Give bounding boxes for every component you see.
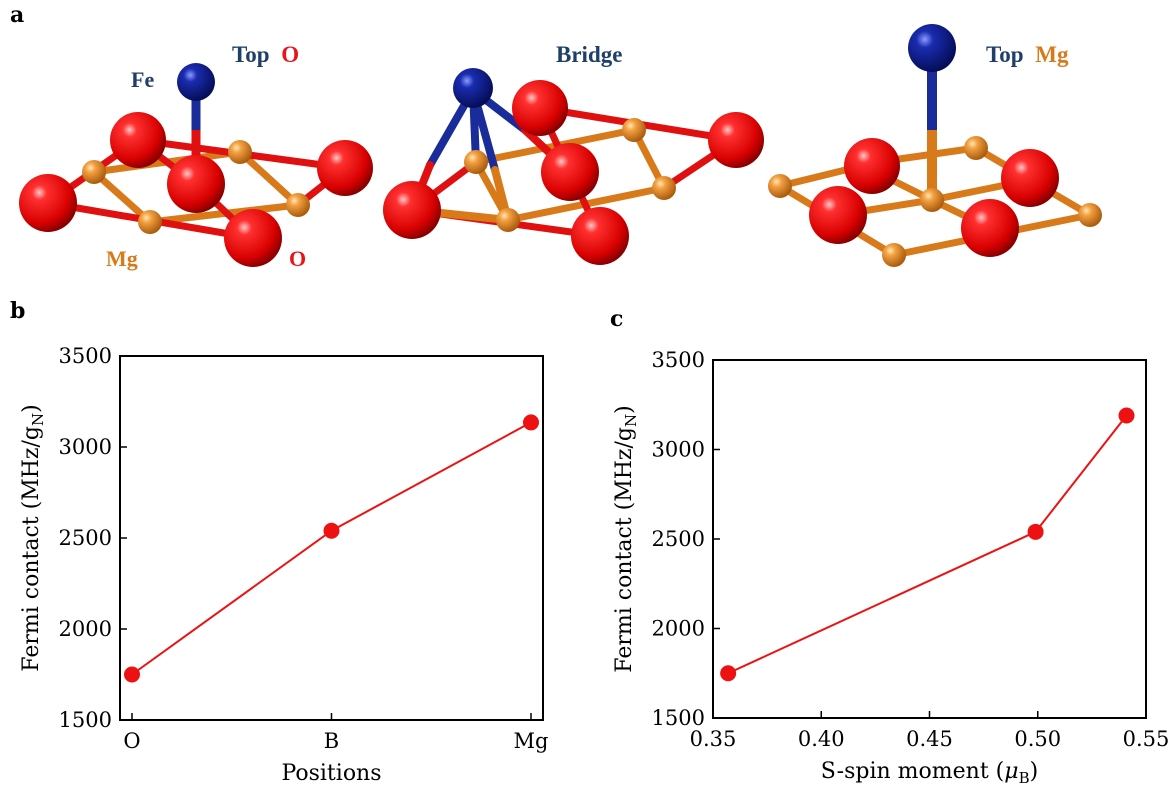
structures-figure: Top O Fe Mg O (19, 24, 1102, 271)
top-o-title-prefix: Top (232, 42, 270, 67)
x-tick-label: Mg (514, 729, 549, 753)
panel-letter-a: a (10, 2, 25, 28)
top-mg-title-prefix: Top (986, 42, 1024, 67)
x-tick-label: 0.35 (690, 727, 737, 751)
top-mg-title-suffix: Mg (1035, 42, 1069, 67)
chart-positions: 1500 2000 2500 3000 3500 O B Mg Positions Fermi c… (19, 344, 549, 786)
chart-spin-moment: 1500 2000 2500 3000 3500 0.35 0.40 0.45 0.50 0.55… (612, 348, 1169, 787)
y-tick-label: 2500 (59, 526, 112, 550)
data-point (1118, 407, 1135, 424)
panel-letter-b: b (10, 298, 26, 324)
series-line (131, 421, 532, 676)
x-tick-label: 0.45 (906, 727, 953, 751)
y-tick-label: 2000 (652, 617, 705, 641)
data-point (1027, 523, 1044, 540)
svg-text:Top Mg: Top Mg (986, 42, 1069, 67)
data-point (323, 522, 340, 539)
y-axis-label: Fermi contact (MHz/gN) (612, 405, 640, 672)
svg-text:Top O: Top O (232, 42, 299, 67)
series-line (727, 414, 1128, 675)
y-tick-label: 3000 (59, 435, 112, 459)
y-axis-label: Fermi contact (MHz/gN) (19, 404, 47, 671)
o-label: O (289, 246, 306, 271)
fe-label: Fe (131, 67, 154, 92)
plot-frame (712, 359, 1147, 719)
x-axis-label: S-spin moment (μB) (821, 759, 1038, 787)
y-tick-label: 3500 (652, 348, 705, 372)
y-tick-label: 2000 (59, 617, 112, 641)
structure-bridge: Bridge (383, 42, 764, 265)
y-tick-label: 3500 (59, 344, 112, 368)
data-point (124, 666, 140, 683)
x-axis-label: Positions (281, 761, 381, 786)
y-tick-label: 1500 (652, 706, 705, 730)
x-tick-label: O (123, 729, 140, 753)
y-tick-label: 1500 (59, 708, 112, 732)
mg-label: Mg (106, 246, 138, 271)
x-tick-label: B (324, 729, 339, 753)
data-point (720, 665, 737, 682)
y-tick-label: 3000 (652, 438, 705, 462)
x-tick-label: 0.55 (1123, 727, 1169, 751)
x-tick-label: 0.50 (1014, 727, 1061, 751)
structure-top-o: Top O Fe Mg O (19, 42, 373, 271)
top-o-title-suffix: O (281, 42, 299, 67)
bridge-title: Bridge (556, 42, 622, 67)
y-tick-label: 2500 (652, 527, 705, 551)
panel-letter-c: c (610, 306, 624, 332)
data-point (523, 414, 539, 431)
structure-top-mg: Top Mg (768, 24, 1102, 267)
x-tick-label: 0.40 (798, 727, 845, 751)
